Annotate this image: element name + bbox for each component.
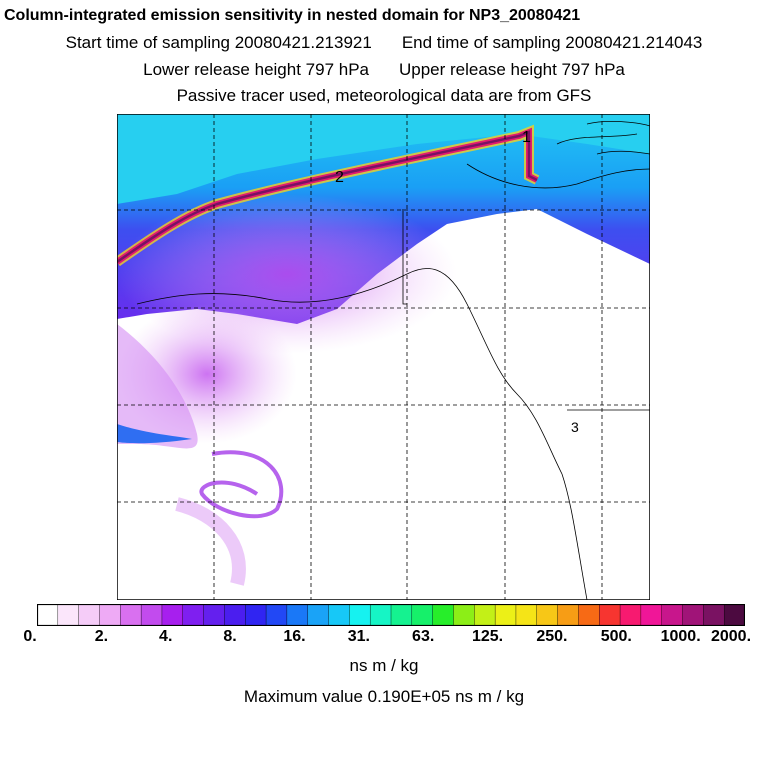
colorbar-ticks: 0. 2. 4. 8. 16. 31. 63. 125. 250. 500. 1000. 2000. <box>0 628 768 650</box>
colorbar-cell <box>536 604 559 626</box>
colorbar-tick-label: 500. <box>600 628 632 645</box>
colorbar-cell <box>78 604 101 626</box>
colorbar-tick-label: 125. <box>471 628 504 645</box>
trajectory-label-3: 3 <box>571 419 579 435</box>
colorbar-tick-label: 31. <box>347 628 370 645</box>
upper-release-height: Upper release height 797 hPa <box>399 60 625 79</box>
tracer-note: Passive tracer used, meteorological data… <box>176 86 592 105</box>
colorbar-cell <box>286 604 309 626</box>
coastline-west <box>136 268 588 600</box>
colorbar-cell <box>224 604 246 626</box>
colorbar-cell <box>99 604 121 626</box>
release-heights: Lower release height 797 hPa Upper releas… <box>0 60 768 80</box>
colorbar-tick-label: 1000. <box>660 628 701 645</box>
plume-core <box>117 130 538 264</box>
colorbar-cell <box>682 604 704 626</box>
colorbar-cells <box>37 604 745 626</box>
colorbar-cell <box>390 604 413 626</box>
colorbar <box>37 604 745 626</box>
colorbar-cell <box>265 604 288 626</box>
colorbar-cell <box>703 604 725 626</box>
colorbar-cell <box>411 604 434 626</box>
colorbar-cell <box>599 604 621 626</box>
colorbar-cell <box>453 604 475 626</box>
coastline-north <box>466 163 650 189</box>
colorbar-cell <box>140 604 163 626</box>
colorbar-cell <box>494 604 517 626</box>
colorbar-tick-label: 16. <box>283 628 306 645</box>
colorbar-tick-label: 0. <box>23 628 37 645</box>
colorbar-cell <box>161 604 184 626</box>
trajectory-loop <box>199 450 284 519</box>
sensitivity-tail <box>117 324 198 449</box>
colorbar-frame <box>37 604 745 626</box>
colorbar-cell <box>515 604 538 626</box>
colorbar-cell <box>328 604 350 626</box>
colorbar-cell <box>182 604 205 626</box>
colorbar-tick-label: 4. <box>159 628 173 645</box>
maximum-value: Maximum value 0.190E+05 ns m / kg <box>243 687 525 706</box>
colorbar-cell <box>203 604 226 626</box>
colorbar-tick-label: 2000. <box>710 628 752 645</box>
colorbar-cell <box>432 604 455 626</box>
map-grid <box>117 114 650 600</box>
colorbar-units: ns m / kg <box>349 656 419 675</box>
colorbar-tick-label: 250. <box>536 628 568 645</box>
colorbar-cell <box>661 604 684 626</box>
sampling-times: Start time of sampling 20080421.213921 En… <box>0 33 768 53</box>
colorbar-cell <box>37 604 59 626</box>
borders <box>402 209 650 411</box>
colorbar-cell <box>619 604 642 626</box>
sensitivity-tongue <box>117 424 192 444</box>
end-time: End time of sampling 20080421.214043 <box>401 33 703 52</box>
start-time: Start time of sampling 20080421.213921 <box>65 33 372 52</box>
colorbar-cell <box>307 604 330 626</box>
colorbar-cell <box>349 604 371 626</box>
colorbar-cell <box>57 604 80 626</box>
colorbar-cell <box>557 604 580 626</box>
lower-release-height: Lower release height 797 hPa <box>143 60 369 79</box>
colorbar-cell <box>369 604 392 626</box>
sensitivity-loop-tail <box>175 497 246 586</box>
colorbar-tick-label: 63. <box>412 628 435 645</box>
colorbar-cell <box>120 604 142 626</box>
map-title: Column-integrated emission sensitivity i… <box>4 7 581 24</box>
trajectory-label-1: 1 <box>522 129 531 146</box>
colorbar-cell <box>723 604 745 626</box>
colorbar-cell <box>578 604 600 626</box>
colorbar-tick-label: 8. <box>223 628 237 645</box>
colorbar-cell <box>640 604 663 626</box>
colorbar-cell <box>474 604 496 626</box>
colorbar-tick-label: 2. <box>94 628 109 645</box>
colorbar-cell <box>245 604 267 626</box>
sensitivity-field-arctic <box>117 114 650 204</box>
sensitivity-map: 1 2 3 <box>117 114 650 600</box>
trajectory-label-2: 2 <box>335 169 344 186</box>
